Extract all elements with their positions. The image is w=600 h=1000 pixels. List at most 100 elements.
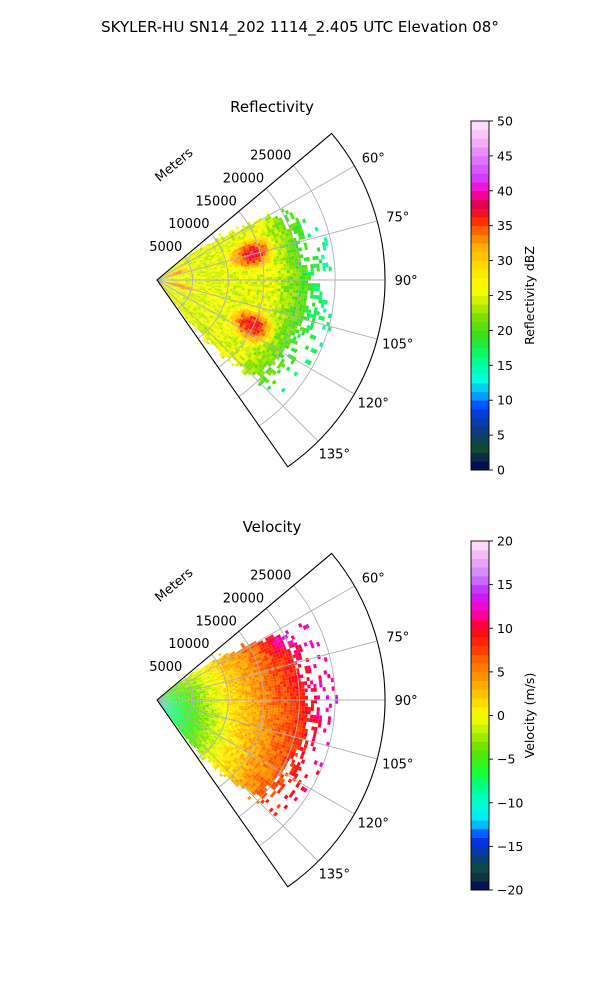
radar-gate — [220, 347, 225, 352]
radar-gate — [202, 693, 207, 696]
radar-gate — [208, 334, 212, 339]
radar-gate — [274, 669, 278, 674]
radar-gate — [167, 281, 171, 282]
radar-gate — [248, 256, 252, 260]
radar-gate — [222, 262, 226, 266]
radar-gate — [250, 242, 255, 247]
radar-gate — [221, 670, 225, 673]
radar-gate — [214, 288, 218, 291]
radar-gate — [279, 677, 283, 682]
radar-gate — [244, 313, 248, 317]
radar-gate — [221, 274, 225, 277]
radar-gate — [169, 274, 173, 277]
radar-gate — [197, 277, 201, 279]
radar-gate — [177, 690, 181, 693]
radar-gate — [175, 685, 179, 688]
radar-gate — [233, 343, 238, 347]
radar-gate — [223, 692, 227, 695]
radar-gate — [219, 349, 223, 354]
radar-gate — [223, 249, 228, 252]
radar-gate — [172, 285, 176, 288]
radar-gate — [165, 691, 168, 694]
radar-gate — [175, 695, 179, 697]
radar-gate — [253, 704, 258, 707]
radar-gate — [271, 240, 276, 245]
radar-gate — [206, 284, 210, 287]
radar-gate — [173, 299, 176, 302]
radar-gate — [202, 706, 206, 709]
radar-gate — [182, 277, 186, 279]
radar-gate — [179, 698, 183, 699]
radar-gate — [262, 661, 267, 665]
radar-gate — [264, 263, 269, 267]
radar-gate — [225, 333, 230, 338]
radar-gate — [238, 269, 242, 272]
radar-gate — [170, 268, 174, 271]
radar-gate — [203, 683, 207, 686]
radar-gate — [264, 650, 269, 655]
radar-gate — [254, 301, 258, 305]
radar-gate — [192, 253, 196, 256]
radar-gate — [186, 687, 190, 690]
radar-gate — [262, 225, 267, 230]
radar-gate — [267, 362, 272, 367]
radar-gate — [205, 289, 209, 292]
radar-gate — [251, 675, 255, 679]
radar-gate — [259, 289, 263, 293]
radar-gate — [212, 296, 216, 299]
radar-gate — [253, 726, 257, 730]
radar-gate — [285, 298, 289, 303]
radar-gate — [228, 330, 232, 334]
radar-gate — [223, 301, 227, 305]
radar-gate — [286, 648, 291, 653]
radar-gate — [220, 248, 224, 252]
radar-gate — [166, 284, 169, 287]
radar-gate — [205, 333, 209, 338]
radar-gate — [310, 703, 314, 708]
radar-gate — [203, 278, 207, 280]
radar-gate — [296, 696, 300, 700]
radar-gate — [309, 313, 314, 319]
radar-gate — [181, 284, 185, 286]
radar-gate — [182, 281, 186, 283]
radar-gate — [303, 242, 308, 247]
radar-gate — [220, 710, 224, 713]
radar-gate — [282, 653, 287, 658]
radar-gate — [164, 281, 168, 282]
radar-gate — [273, 294, 278, 298]
radar-gate — [278, 662, 283, 666]
radar-gate — [245, 679, 250, 682]
radar-gate — [218, 333, 222, 337]
radar-gate — [202, 288, 206, 291]
radar-gate — [179, 296, 183, 299]
radar-gate — [236, 277, 240, 280]
radar-gate — [231, 252, 235, 255]
radar-gate — [247, 706, 251, 709]
radar-gate — [181, 299, 185, 302]
radar-gate — [193, 270, 197, 272]
radar-gate — [224, 662, 228, 666]
radar-gate — [196, 273, 200, 275]
radar-gate — [295, 709, 299, 714]
radar-gate — [229, 323, 233, 327]
radar-gate — [234, 305, 238, 309]
radar-gate — [271, 285, 275, 289]
radar-gate — [205, 269, 209, 272]
radar-gate — [175, 296, 179, 300]
radar-gate — [244, 288, 248, 291]
radar-gate — [253, 267, 257, 271]
radar-gate — [218, 718, 222, 721]
radar-gate — [192, 291, 196, 294]
radar-gate — [165, 289, 169, 293]
radar-gate — [209, 253, 213, 257]
radar-gate — [179, 698, 183, 700]
radar-gate — [217, 708, 221, 711]
radar-gate — [181, 693, 185, 695]
radar-gate — [174, 264, 178, 267]
radar-gate — [204, 312, 209, 315]
radar-gate — [297, 663, 302, 668]
radar-gate — [239, 358, 244, 363]
radar-gate — [180, 287, 184, 290]
radar-gate — [256, 361, 261, 367]
radar-gate — [304, 665, 308, 671]
